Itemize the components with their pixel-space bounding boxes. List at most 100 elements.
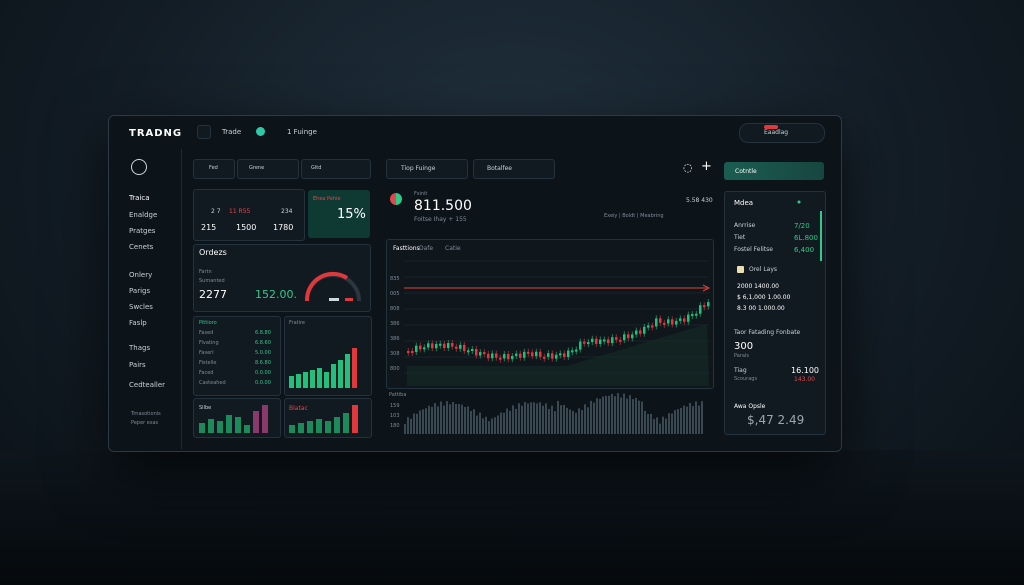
- gauge: [304, 271, 349, 302]
- bar: [317, 368, 322, 388]
- candle: [531, 352, 534, 357]
- volume-bar: [698, 405, 700, 434]
- select[interactable]: [473, 159, 555, 179]
- candle: [499, 357, 502, 360]
- stat-label: 11 R55: [229, 208, 251, 215]
- candle: [491, 353, 494, 359]
- volume-bar: [449, 404, 451, 434]
- volume-bar: [407, 417, 409, 434]
- volume-bar: [497, 415, 499, 434]
- sidebar-item[interactable]: Enaldge: [129, 211, 158, 219]
- volume-bar: [680, 407, 682, 434]
- sidebar-item[interactable]: Traica: [129, 194, 150, 202]
- y-tick-label: 800: [390, 366, 400, 372]
- volume-bar: [641, 401, 643, 434]
- area: [407, 324, 709, 386]
- quote-right-sub: Exeiy | Boldt | Meabring: [604, 213, 664, 219]
- sidebar-item[interactable]: Pratges: [129, 227, 156, 235]
- candle: [519, 353, 522, 358]
- tab[interactable]: 1 Fuinge: [287, 128, 317, 136]
- volume-bar: [443, 405, 445, 434]
- candle: [579, 341, 582, 350]
- tab[interactable]: Trade: [222, 128, 242, 136]
- volume-bar: [485, 416, 487, 434]
- volume-bar: [434, 403, 436, 434]
- volume-bar: [419, 410, 421, 434]
- bar: [253, 411, 259, 433]
- row-label: Tiet: [734, 234, 746, 241]
- chart-tab[interactable]: Dafe: [419, 245, 434, 252]
- candle: [479, 352, 482, 356]
- volume-bar: [701, 401, 703, 434]
- select[interactable]: [386, 159, 468, 179]
- right-panel: [724, 191, 826, 435]
- chart-tab[interactable]: Catie: [445, 245, 461, 252]
- candle: [623, 334, 626, 341]
- row-value: 7/20: [794, 222, 810, 230]
- candle: [551, 353, 554, 359]
- volume-bar: [551, 405, 553, 434]
- add-icon[interactable]: +: [701, 159, 712, 174]
- sidebar-item[interactable]: Parigs: [129, 287, 151, 295]
- orders-value: 2277: [199, 288, 227, 301]
- volume-bar: [527, 403, 529, 434]
- chart-tab[interactable]: Fasttions: [393, 245, 420, 252]
- candle: [547, 353, 550, 357]
- volume-bar: [530, 402, 532, 434]
- candle: [439, 343, 442, 346]
- candle: [611, 337, 614, 344]
- chart-graphics: [199, 125, 822, 434]
- sidebar-item[interactable]: Pairs: [129, 361, 146, 369]
- sidebar-item[interactable]: Cedtealler: [129, 381, 166, 389]
- candle: [515, 353, 518, 356]
- candle: [407, 351, 410, 353]
- funds-label: Parals: [734, 353, 749, 359]
- order-line: 2000 1400.00: [737, 283, 779, 290]
- volume-bar: [668, 413, 670, 434]
- volume-bar: [452, 401, 454, 434]
- filter[interactable]: [237, 159, 299, 179]
- scrollbar: [820, 211, 822, 261]
- sidebar-item[interactable]: Swcles: [129, 303, 153, 311]
- filter[interactable]: [193, 159, 235, 179]
- filter-text: Fed: [209, 165, 218, 171]
- candle: [583, 341, 586, 344]
- volume-bar: [662, 416, 664, 434]
- sidebar-item[interactable]: Faslp: [129, 319, 147, 327]
- volume-bar: [461, 404, 463, 434]
- volume-bar: [506, 408, 508, 434]
- y-tick-label: 835: [390, 276, 400, 282]
- candle: [599, 339, 602, 344]
- v-tick-label: 103: [390, 413, 400, 419]
- app-title: Awa Opsle: [734, 403, 766, 410]
- bar: [244, 425, 250, 433]
- volume-bar: [620, 397, 622, 434]
- volume-bar: [488, 421, 490, 434]
- search[interactable]: [739, 123, 825, 143]
- icon[interactable]: ◌: [683, 161, 693, 174]
- volume-bar: [416, 413, 418, 434]
- volume-bar: [608, 395, 610, 434]
- v-tick-label: 159: [390, 403, 400, 409]
- sidebar-item[interactable]: Onlery: [129, 271, 153, 279]
- volume-bar: [455, 403, 457, 434]
- volume-bar: [632, 399, 634, 434]
- sidebar-footer: Trnasotionis: [131, 411, 161, 417]
- volume-bar: [683, 405, 685, 434]
- candle: [659, 318, 662, 323]
- volume-bar: [599, 398, 601, 434]
- candle: [415, 345, 418, 353]
- candle: [663, 322, 666, 325]
- tab-icon: [197, 125, 211, 139]
- sidebar-item[interactable]: Cenets: [129, 243, 154, 251]
- sidebar-item[interactable]: Thags: [129, 344, 151, 352]
- price-change: Foitse Ihay + 155: [414, 216, 467, 223]
- candle: [427, 343, 430, 348]
- bar: [208, 419, 214, 433]
- filter[interactable]: [301, 159, 371, 179]
- table-row-label: Fased: [199, 330, 214, 336]
- volume-bar: [404, 424, 406, 434]
- button[interactable]: [724, 162, 824, 180]
- volume-bar: [509, 410, 511, 434]
